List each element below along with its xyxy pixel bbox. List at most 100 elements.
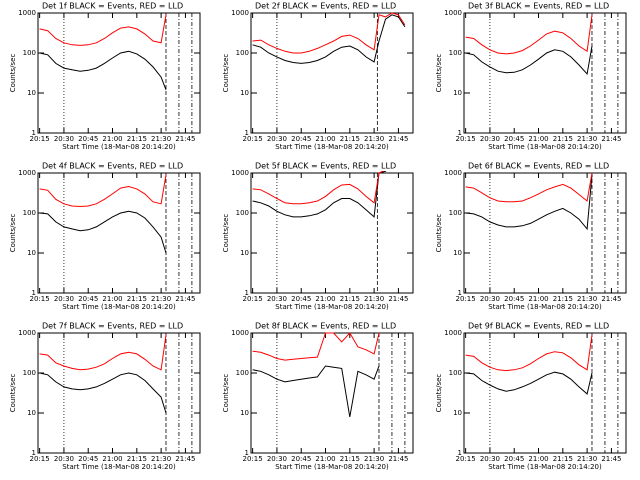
y-tick-label: 10	[27, 89, 36, 97]
x-tick-label: 21:15	[553, 295, 573, 303]
y-axis-label: Counts/sec	[222, 54, 230, 93]
y-tick-label: 1	[245, 289, 249, 297]
x-axis-label: Start Time (18-Mar-08 20:14:20)	[62, 143, 176, 151]
x-tick-label: 20:45	[504, 135, 524, 143]
x-tick-label: 21:45	[601, 135, 621, 143]
x-axis-label: Start Time (18-Mar-08 20:14:20)	[275, 143, 389, 151]
x-axis-label: Start Time (18-Mar-08 20:14:20)	[488, 143, 602, 151]
y-axis-label: Counts/sec	[9, 54, 17, 93]
x-tick-label: 20:45	[78, 295, 98, 303]
chart-title: Det 1f BLACK = Events, RED = LLD	[42, 2, 183, 11]
x-tick-label: 20:15	[456, 455, 476, 463]
panel: Det 1f BLACK = Events, RED = LLD Start Ti…	[9, 2, 201, 151]
x-tick-label: 21:15	[553, 455, 573, 463]
x-tick-label: 21:00	[315, 455, 335, 463]
x-tick-label: 20:45	[504, 455, 524, 463]
plot-frame	[37, 332, 201, 454]
x-tick-label: 20:45	[291, 135, 311, 143]
series-line	[465, 14, 593, 55]
x-tick-label: 20:45	[504, 295, 524, 303]
y-tick-label: 1	[32, 129, 36, 137]
x-tick-label: 20:30	[480, 135, 500, 143]
x-tick-label: 21:30	[151, 295, 171, 303]
x-tick-label: 21:30	[364, 135, 384, 143]
y-tick-label: 1	[458, 289, 462, 297]
series-line	[465, 174, 593, 231]
x-tick-label: 21:00	[102, 295, 122, 303]
x-tick-label: 20:30	[54, 295, 74, 303]
y-tick-label: 1000	[444, 169, 462, 177]
x-tick-label: 21:45	[388, 135, 408, 143]
y-tick-label: 1000	[444, 9, 462, 17]
x-tick-label: 21:45	[175, 455, 195, 463]
x-tick-label: 21:30	[151, 135, 171, 143]
y-tick-label: 1	[32, 289, 36, 297]
panel: Det 6f BLACK = Events, RED = LLD Start Ti…	[435, 162, 627, 311]
y-tick-label: 1	[458, 129, 462, 137]
x-tick-label: 20:15	[243, 135, 263, 143]
x-tick-label: 21:15	[553, 135, 573, 143]
chart-title: Det 8f BLACK = Events, RED = LLD	[255, 322, 396, 331]
chart-title: Det 7f BLACK = Events, RED = LLD	[42, 322, 183, 331]
x-tick-label: 21:00	[528, 455, 548, 463]
chart-title: Det 6f BLACK = Events, RED = LLD	[468, 162, 609, 171]
x-tick-label: 20:30	[267, 455, 287, 463]
x-tick-label: 20:15	[30, 455, 50, 463]
series-line	[39, 50, 167, 90]
x-tick-label: 20:30	[267, 295, 287, 303]
y-tick-label: 1000	[231, 329, 249, 337]
y-tick-label: 10	[240, 89, 249, 97]
chart-title: Det 9f BLACK = Events, RED = LLD	[468, 322, 609, 331]
series-line	[252, 171, 385, 205]
x-tick-label: 21:30	[364, 295, 384, 303]
x-tick-label: 21:45	[175, 135, 195, 143]
x-tick-label: 20:45	[291, 295, 311, 303]
x-tick-label: 20:45	[291, 455, 311, 463]
y-tick-label: 1000	[18, 9, 36, 17]
y-tick-label: 1000	[231, 9, 249, 17]
x-tick-label: 21:15	[340, 295, 360, 303]
y-tick-label: 1	[245, 129, 249, 137]
panel: Det 9f BLACK = Events, RED = LLD Start Ti…	[435, 322, 627, 471]
x-tick-label: 21:15	[127, 455, 147, 463]
y-tick-label: 10	[240, 409, 249, 417]
series-line	[39, 210, 167, 254]
x-tick-label: 21:00	[528, 295, 548, 303]
series-line	[465, 45, 593, 75]
y-axis-label: Counts/sec	[9, 214, 17, 253]
y-tick-label: 1	[245, 449, 249, 457]
x-tick-label: 20:30	[267, 135, 287, 143]
x-tick-label: 21:30	[151, 455, 171, 463]
panel: Det 4f BLACK = Events, RED = LLD Start Ti…	[9, 162, 201, 311]
y-tick-label: 10	[240, 249, 249, 257]
y-tick-label: 100	[23, 49, 36, 57]
x-tick-label: 21:15	[340, 455, 360, 463]
x-tick-label: 21:30	[577, 455, 597, 463]
x-tick-label: 20:15	[243, 295, 263, 303]
y-tick-label: 1	[458, 449, 462, 457]
plot-frame	[37, 172, 201, 294]
x-tick-label: 21:30	[577, 295, 597, 303]
panel: Det 5f BLACK = Events, RED = LLD Start Ti…	[222, 162, 414, 311]
y-tick-label: 100	[449, 369, 462, 377]
x-tick-label: 21:30	[577, 135, 597, 143]
y-tick-label: 100	[23, 209, 36, 217]
y-tick-label: 10	[27, 409, 36, 417]
y-tick-label: 1000	[231, 169, 249, 177]
y-tick-label: 10	[27, 249, 36, 257]
y-tick-label: 100	[236, 369, 249, 377]
y-tick-label: 1000	[18, 169, 36, 177]
x-tick-label: 21:00	[102, 135, 122, 143]
x-tick-label: 21:15	[127, 135, 147, 143]
series-line	[39, 372, 167, 414]
chart-title: Det 4f BLACK = Events, RED = LLD	[42, 162, 183, 171]
y-tick-label: 100	[449, 209, 462, 217]
y-axis-label: Counts/sec	[222, 374, 230, 413]
x-tick-label: 21:00	[315, 295, 335, 303]
y-tick-label: 10	[453, 249, 462, 257]
x-tick-label: 21:00	[315, 135, 335, 143]
x-axis-label: Start Time (18-Mar-08 20:14:20)	[62, 303, 176, 311]
plot-frame	[37, 12, 201, 134]
y-axis-label: Counts/sec	[9, 374, 17, 413]
